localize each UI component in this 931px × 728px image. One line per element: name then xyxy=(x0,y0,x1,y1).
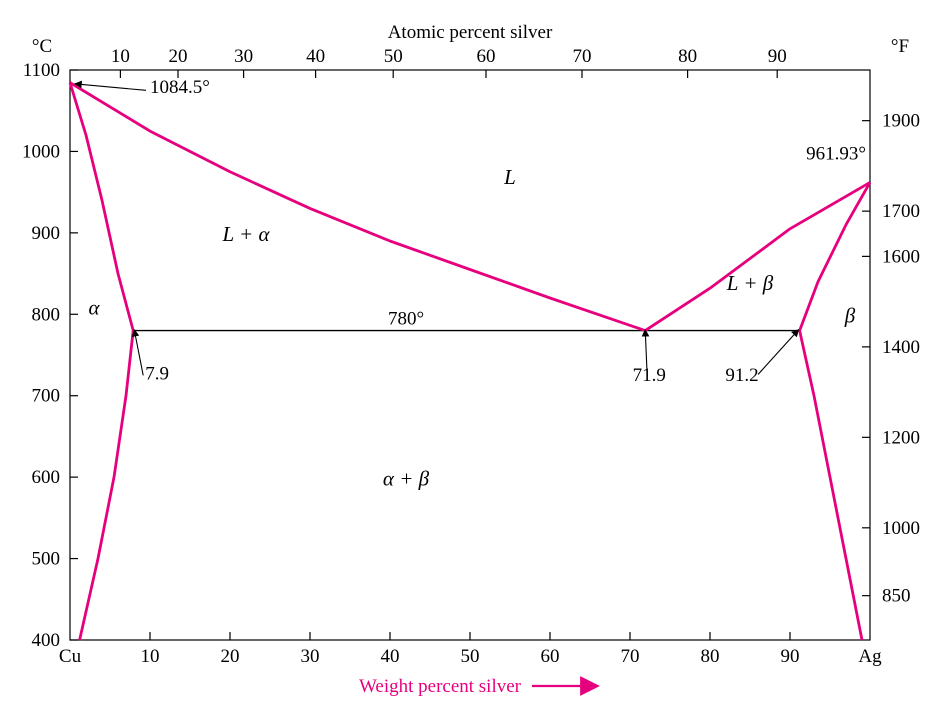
svg-text:1600: 1600 xyxy=(882,246,920,267)
region-L: L xyxy=(503,165,516,189)
svg-text:20: 20 xyxy=(221,646,240,667)
annot-mp-ag: 961.93° xyxy=(806,144,866,165)
y-right-unit: °F xyxy=(891,36,909,57)
svg-text:80: 80 xyxy=(678,46,697,67)
svg-text:1700: 1700 xyxy=(882,201,920,222)
svg-text:1900: 1900 xyxy=(882,111,920,132)
x-end-left: Cu xyxy=(59,646,82,667)
svg-text:60: 60 xyxy=(477,46,496,67)
svg-text:70: 70 xyxy=(621,646,640,667)
annot-mp-cu: 1084.5° xyxy=(150,77,210,98)
annot-x-beta: 91.2 xyxy=(725,365,758,386)
svg-text:30: 30 xyxy=(301,646,320,667)
svg-text:40: 40 xyxy=(306,46,325,67)
svg-text:800: 800 xyxy=(32,304,61,325)
cu-ag-phase-diagram: 10 20 30 40 50 60 70 80 90 10 20 30 40 50 60 70 80 90 40… xyxy=(0,0,931,728)
region-alpha-beta: α + β xyxy=(383,466,430,490)
svg-text:1000: 1000 xyxy=(882,518,920,539)
axis-title-bottom: Weight percent silver xyxy=(359,676,522,697)
svg-text:900: 900 xyxy=(32,223,61,244)
svg-text:30: 30 xyxy=(234,46,253,67)
y-ticks-right: 850 1000 1200 1400 1600 1700 1900 xyxy=(862,111,920,607)
svg-text:400: 400 xyxy=(32,630,61,651)
svg-text:1100: 1100 xyxy=(23,60,60,81)
svg-text:1200: 1200 xyxy=(882,427,920,448)
plot-area xyxy=(70,70,870,640)
svg-text:10: 10 xyxy=(141,646,160,667)
region-L-beta: L + β xyxy=(726,271,774,295)
annot-eutectic-temp: 780° xyxy=(388,309,424,330)
svg-text:50: 50 xyxy=(384,46,403,67)
svg-text:700: 700 xyxy=(32,386,61,407)
y-left-unit: °C xyxy=(32,36,52,57)
svg-text:850: 850 xyxy=(882,586,911,607)
svg-text:1400: 1400 xyxy=(882,337,920,358)
svg-text:90: 90 xyxy=(781,646,800,667)
svg-text:10: 10 xyxy=(111,46,130,67)
axis-title-top: Atomic percent silver xyxy=(388,22,553,43)
svg-text:20: 20 xyxy=(169,46,188,67)
x-end-right: Ag xyxy=(858,646,882,667)
svg-text:90: 90 xyxy=(768,46,787,67)
svg-text:40: 40 xyxy=(381,646,400,667)
region-beta: β xyxy=(844,303,856,327)
svg-text:70: 70 xyxy=(573,46,592,67)
annot-x-eutectic: 71.9 xyxy=(633,365,666,386)
region-alpha: α xyxy=(88,295,100,319)
svg-text:80: 80 xyxy=(701,646,720,667)
svg-text:1000: 1000 xyxy=(22,141,60,162)
annot-x-alpha: 7.9 xyxy=(145,363,169,384)
svg-text:60: 60 xyxy=(541,646,560,667)
svg-text:50: 50 xyxy=(461,646,480,667)
svg-text:500: 500 xyxy=(32,549,61,570)
svg-text:600: 600 xyxy=(32,467,61,488)
region-L-alpha: L + α xyxy=(222,222,271,246)
